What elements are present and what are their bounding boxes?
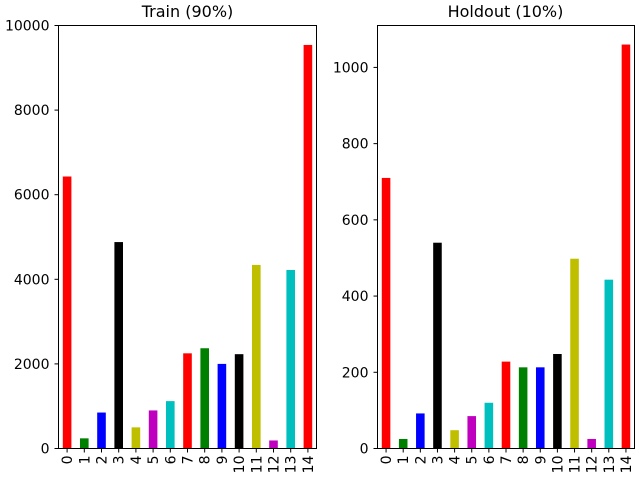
train-bar-10 [234, 354, 244, 449]
holdout-x-tick-label: 10 [550, 456, 566, 474]
train-bar-0 [62, 176, 72, 449]
train-x-tick-label: 13 [284, 456, 300, 474]
train-bar-11 [252, 264, 261, 449]
train-y-tick-label: 0 [41, 442, 50, 458]
holdout-y-tick-label: 200 [342, 365, 369, 381]
train-y-tick-label: 10000 [5, 19, 50, 35]
holdout-x-tick-label: 2 [413, 456, 429, 465]
holdout-x-tick-label: 8 [516, 456, 532, 465]
holdout-bar-7 [501, 361, 511, 449]
holdout-x-tick-label: 1 [396, 456, 412, 465]
train-bar-4 [131, 427, 141, 449]
holdout-bar-5 [467, 416, 477, 449]
train-title: Train (90%) [141, 2, 234, 21]
train-x-tick-label: 14 [301, 455, 317, 473]
holdout-bar-13 [604, 279, 614, 449]
train-x-tick-label: 12 [267, 456, 283, 474]
holdout-bar-0 [381, 177, 391, 449]
train-y-axis: 0 2000 4000 6000 8000 10000 [5, 19, 59, 458]
holdout-x-tick-label: 4 [448, 455, 464, 464]
holdout-x-tick-label: 14 [619, 455, 635, 473]
train-y-tick-label: 6000 [14, 188, 50, 204]
train-bar-5 [148, 410, 158, 449]
holdout-bar-6 [484, 402, 494, 449]
holdout-bar-14 [621, 44, 631, 449]
train-bar-8 [200, 348, 209, 449]
train-bar-2 [97, 412, 106, 449]
holdout-x-tick-label: 9 [533, 456, 549, 465]
holdout-y-tick-label: 0 [360, 442, 369, 458]
holdout-x-tick-label: 0 [379, 456, 395, 465]
holdout-bar-9 [535, 367, 545, 449]
holdout-axes-frame [377, 25, 635, 449]
train-bars [62, 44, 313, 449]
train-x-tick-label: 9 [215, 456, 231, 465]
holdout-x-tick-label: 13 [602, 456, 618, 474]
train-bar-12 [269, 440, 278, 449]
train-bar-7 [183, 353, 192, 449]
holdout-x-axis: 0 1 2 3 4 5 6 7 8 9 10 11 12 13 14 [379, 448, 635, 474]
train-x-tick-label: 2 [95, 456, 111, 465]
train-bar-13 [286, 269, 295, 449]
train-bar-14 [303, 44, 313, 449]
train-x-axis: 0 1 2 3 4 5 6 7 8 9 10 11 12 13 14 [60, 448, 317, 474]
holdout-y-tick-label: 800 [342, 137, 369, 153]
holdout-bar-8 [518, 367, 528, 449]
train-axes-frame [58, 25, 317, 449]
holdout-bar-12 [587, 438, 596, 449]
holdout-x-tick-label: 7 [499, 456, 515, 465]
train-x-tick-label: 3 [112, 456, 128, 465]
holdout-bar-11 [570, 258, 579, 449]
train-y-tick-label: 8000 [14, 103, 50, 119]
train-bar-6 [166, 401, 175, 449]
holdout-bar-3 [433, 242, 442, 449]
train-bar-3 [114, 242, 123, 449]
holdout-x-tick-label: 3 [430, 456, 446, 465]
holdout-bar-4 [450, 430, 459, 449]
train-x-tick-label: 8 [198, 456, 214, 465]
train-y-tick-label: 4000 [14, 272, 50, 288]
train-y-tick-label: 2000 [14, 357, 50, 373]
holdout-x-tick-label: 6 [482, 455, 498, 464]
holdout-y-tick-label: 400 [342, 289, 369, 305]
holdout-y-tick-label: 1000 [333, 60, 369, 76]
holdout-bar-1 [398, 438, 408, 449]
train-x-tick-label: 1 [77, 456, 93, 465]
holdout-title: Holdout (10%) [448, 2, 564, 21]
holdout-x-tick-label: 11 [568, 456, 584, 474]
train-x-tick-label: 7 [181, 456, 197, 465]
train-x-tick-label: 0 [60, 456, 76, 465]
holdout-y-tick-label: 600 [342, 213, 369, 229]
holdout-y-axis: 0 200 400 600 800 1000 [333, 60, 378, 458]
train-x-tick-label: 4 [129, 455, 145, 464]
holdout-bars [381, 44, 631, 449]
train-x-tick-label: 5 [146, 456, 162, 465]
holdout-bar-2 [416, 413, 425, 449]
train-bar-1 [80, 438, 89, 449]
holdout-x-tick-label: 12 [585, 456, 601, 474]
train-x-tick-label: 10 [232, 456, 248, 474]
holdout-bar-10 [553, 353, 562, 449]
train-x-tick-label: 6 [163, 455, 179, 464]
train-bar-9 [217, 363, 227, 449]
holdout-x-tick-label: 5 [465, 456, 481, 465]
train-x-tick-label: 11 [249, 456, 265, 474]
